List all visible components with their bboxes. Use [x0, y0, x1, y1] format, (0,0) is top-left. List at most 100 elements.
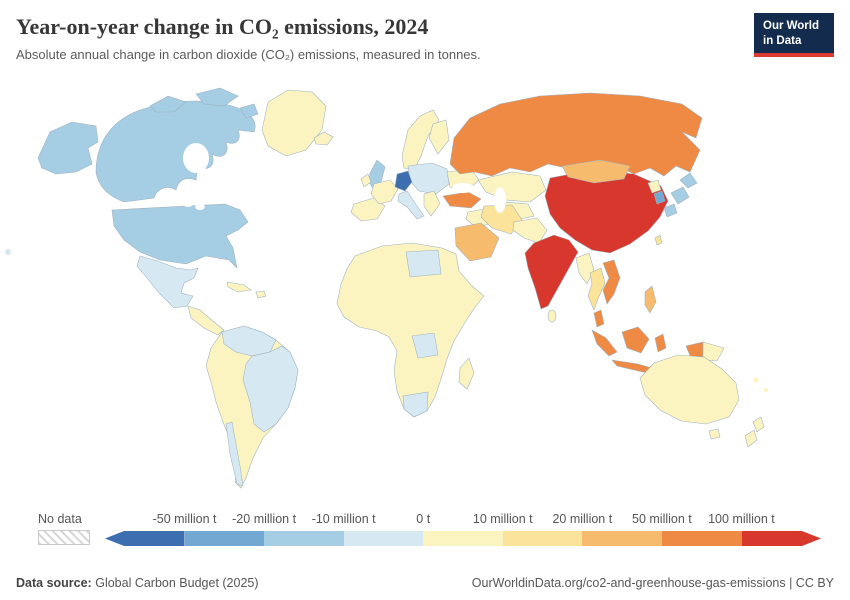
legend-boundary-label: -10 million t	[311, 512, 376, 526]
legend-boundary-label: -50 million t	[152, 512, 217, 526]
legend-segment[interactable]	[264, 531, 344, 546]
owid-logo-line2: in Data	[763, 34, 802, 47]
region-finland[interactable]	[428, 119, 450, 155]
legend-no-data-label: No data	[38, 512, 82, 526]
region-iran[interactable]	[480, 204, 523, 235]
region-tasmania[interactable]	[708, 428, 721, 440]
region-melanesia-island[interactable]	[764, 388, 768, 392]
region-alaska[interactable]	[37, 121, 99, 175]
region-japan[interactable]	[679, 172, 698, 189]
region-russia[interactable]	[449, 92, 703, 177]
region-philippines[interactable]	[644, 285, 657, 314]
region-turkey[interactable]	[442, 191, 482, 209]
legend-boundary-label: -20 million t	[232, 512, 297, 526]
owid-logo[interactable]: Our World in Data	[754, 13, 834, 57]
region-brazil[interactable]	[242, 345, 299, 433]
region-ireland[interactable]	[360, 173, 372, 188]
legend-boundary-label: 20 million t	[552, 512, 613, 526]
region-iceland[interactable]	[313, 131, 334, 146]
region-india[interactable]	[524, 234, 579, 310]
region-arctic-island[interactable]	[149, 95, 187, 113]
region-sri-lanka[interactable]	[547, 309, 557, 323]
legend-segment[interactable]	[184, 531, 265, 546]
region-sumatra[interactable]	[591, 329, 618, 357]
region-canada[interactable]	[95, 100, 256, 203]
region-new-zealand-south[interactable]	[744, 429, 758, 448]
hudson-bay-water	[183, 143, 209, 173]
legend-segment[interactable]	[105, 531, 185, 546]
region-new-zealand-north[interactable]	[752, 416, 765, 433]
black-sea-water	[452, 183, 474, 193]
region-malaysia[interactable]	[593, 309, 605, 328]
region-thailand[interactable]	[587, 267, 606, 311]
legend-no-data-swatch[interactable]	[38, 530, 90, 545]
region-usa[interactable]	[111, 203, 249, 269]
region-germany[interactable]	[394, 170, 413, 192]
legend-no-data: No data	[38, 512, 90, 545]
caspian-sea-water	[494, 187, 506, 213]
data-source-prefix: Data source:	[16, 576, 92, 590]
region-afghanistan-pakistan[interactable]	[512, 217, 548, 244]
legend-segment[interactable]	[661, 531, 742, 546]
region-arctic-island[interactable]	[195, 87, 239, 107]
footer: Data source: Global Carbon Budget (2025)…	[16, 576, 834, 590]
legend-segment[interactable]	[502, 531, 583, 546]
region-south-africa[interactable]	[402, 391, 429, 418]
legend-segment[interactable]	[741, 531, 822, 546]
world-map	[0, 80, 850, 502]
region-mexico[interactable]	[136, 255, 199, 309]
legend-segment[interactable]	[343, 531, 424, 546]
region-pacific-island[interactable]	[5, 249, 11, 255]
region-sulawesi[interactable]	[654, 333, 667, 353]
region-cuba[interactable]	[226, 281, 252, 293]
region-hispaniola[interactable]	[255, 290, 267, 299]
legend-boundary-label: 0 t	[416, 512, 431, 526]
legend-segment[interactable]	[582, 531, 662, 546]
legend-boundary-label: 100 million t	[708, 512, 775, 526]
region-chile[interactable]	[225, 421, 244, 487]
data-source: Data source: Global Carbon Budget (2025)	[16, 576, 259, 590]
region-italy[interactable]	[397, 190, 425, 220]
region-arctic-island[interactable]	[239, 103, 259, 119]
great-lake-water	[183, 201, 193, 207]
legend-segment[interactable]	[423, 531, 503, 546]
page-title: Year-on-year change in CO₂ emissions, 20…	[16, 14, 429, 39]
header: Year-on-year change in CO₂ emissions, 20…	[16, 14, 740, 62]
region-madagascar[interactable]	[458, 357, 475, 390]
legend-bar-wrap: -50 million t -20 million t -10 million t 0…	[105, 512, 822, 546]
legend-color-bar	[105, 531, 822, 546]
region-drc[interactable]	[411, 332, 439, 359]
region-france[interactable]	[370, 179, 399, 205]
region-taiwan[interactable]	[654, 234, 663, 246]
region-melanesia-island[interactable]	[753, 377, 759, 383]
region-libya[interactable]	[405, 249, 442, 278]
legend-boundary-label: 50 million t	[632, 512, 692, 526]
owid-logo-line1: Our World	[763, 20, 820, 32]
region-africa[interactable]	[336, 242, 485, 418]
region-china[interactable]	[544, 169, 669, 254]
map-legend: No data -50 million t -20 million t -10 mi…	[0, 512, 850, 554]
page-subtitle: Absolute annual change in carbon dioxide…	[16, 47, 481, 62]
legend-boundary-label: 10 million t	[472, 512, 533, 526]
region-borneo[interactable]	[621, 326, 650, 354]
great-lake-water	[195, 204, 205, 210]
region-north-korea[interactable]	[647, 179, 662, 194]
attribution-link[interactable]: OurWorldinData.org/co2-and-greenhouse-ga…	[471, 576, 834, 590]
region-australia[interactable]	[639, 354, 740, 425]
region-greenland[interactable]	[261, 89, 327, 157]
region-japan[interactable]	[663, 203, 678, 218]
region-papua-new-guinea[interactable]	[702, 341, 725, 362]
region-saudi-arabia[interactable]	[454, 222, 500, 262]
region-japan[interactable]	[670, 186, 690, 205]
region-central-europe[interactable]	[407, 162, 450, 195]
region-vietnam[interactable]	[602, 259, 621, 305]
region-central-america[interactable]	[187, 305, 225, 336]
region-java[interactable]	[611, 359, 653, 374]
region-balkans[interactable]	[423, 190, 441, 217]
region-kazakhstan[interactable]	[477, 171, 547, 203]
region-south-korea[interactable]	[653, 190, 666, 205]
data-source-name: Global Carbon Budget (2025)	[95, 576, 259, 590]
region-mongolia[interactable]	[561, 159, 631, 184]
owid-logo-accent	[754, 52, 834, 57]
